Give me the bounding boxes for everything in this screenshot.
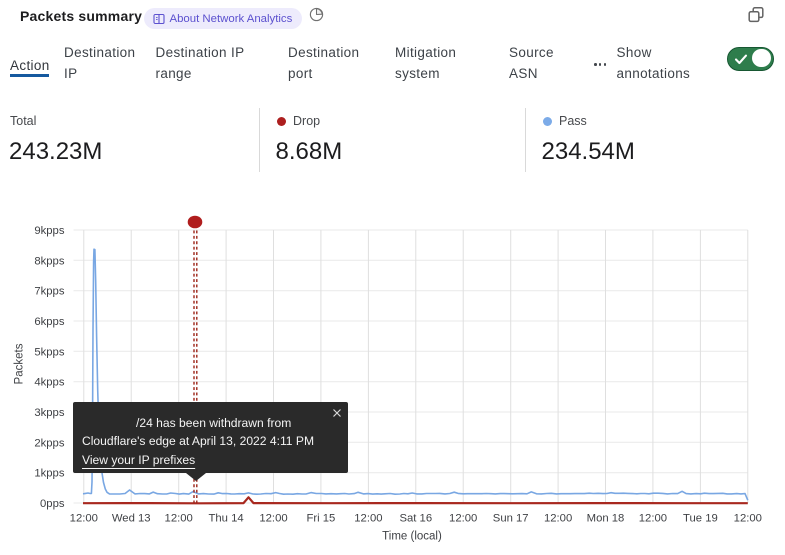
- svg-text:8kpps: 8kpps: [34, 255, 64, 267]
- svg-text:2kpps: 2kpps: [34, 437, 64, 449]
- svg-text:12:00: 12:00: [70, 513, 98, 525]
- svg-text:5kpps: 5kpps: [34, 346, 64, 358]
- svg-text:Time (local): Time (local): [382, 531, 442, 543]
- svg-text:Packets: Packets: [14, 343, 26, 384]
- svg-text:12:00: 12:00: [259, 513, 287, 525]
- svg-text:Mon 18: Mon 18: [587, 513, 625, 525]
- svg-text:Sat 16: Sat 16: [399, 513, 432, 525]
- svg-text:Thu 14: Thu 14: [209, 513, 244, 525]
- svg-text:7kpps: 7kpps: [34, 286, 64, 298]
- svg-text:12:00: 12:00: [354, 513, 382, 525]
- svg-text:6kpps: 6kpps: [34, 316, 64, 328]
- svg-text:Wed 13: Wed 13: [112, 513, 151, 525]
- svg-text:Sun 17: Sun 17: [493, 513, 529, 525]
- svg-text:12:00: 12:00: [165, 513, 193, 525]
- svg-text:12:00: 12:00: [449, 513, 477, 525]
- svg-text:0pps: 0pps: [40, 498, 65, 510]
- svg-text:Fri 15: Fri 15: [306, 513, 335, 525]
- svg-text:12:00: 12:00: [734, 513, 762, 525]
- svg-text:1kpps: 1kpps: [34, 468, 64, 480]
- svg-text:9kpps: 9kpps: [34, 225, 64, 237]
- svg-text:4kpps: 4kpps: [34, 377, 64, 389]
- svg-text:12:00: 12:00: [544, 513, 572, 525]
- svg-text:Tue 19: Tue 19: [683, 513, 718, 525]
- svg-text:3kpps: 3kpps: [34, 407, 64, 419]
- svg-text:12:00: 12:00: [639, 513, 667, 525]
